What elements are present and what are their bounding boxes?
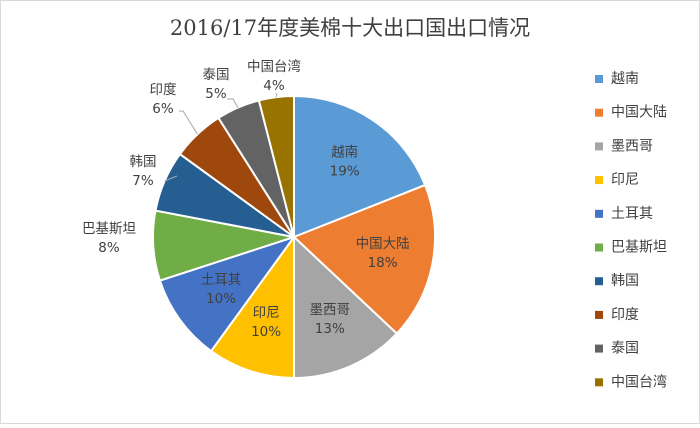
- legend-swatch-4: [595, 209, 603, 218]
- legend-label-8: 泰国: [611, 341, 639, 357]
- legend-label-2: 墨西哥: [611, 138, 653, 154]
- legend-label-1: 中国大陆: [611, 105, 667, 121]
- slice-value-label-3: 10%: [251, 324, 281, 340]
- slice-value-label-9: 4%: [263, 78, 285, 94]
- pie-slice-3: [209, 233, 295, 380]
- pie-slice-1: [292, 183, 436, 335]
- legend-swatch-0: [595, 75, 603, 83]
- legend-label-5: 巴基斯坦: [611, 239, 667, 256]
- slice-value-label-1: 18%: [368, 255, 398, 271]
- slice-value-label-0: 19%: [330, 163, 360, 179]
- leader-line-7: [179, 110, 198, 135]
- legend-swatch-1: [595, 108, 603, 117]
- legend-label-0: 越南: [611, 71, 639, 87]
- legend-swatch-6: [595, 277, 603, 286]
- slice-label-2: 墨西哥: [310, 302, 351, 318]
- slice-value-label-5: 8%: [98, 240, 120, 256]
- slice-value-label-2: 13%: [315, 321, 345, 337]
- legend-label-6: 韩国: [611, 273, 639, 289]
- legend-swatch-7: [595, 310, 603, 319]
- slice-value-label-6: 7%: [132, 173, 154, 189]
- leader-line-9: [275, 92, 278, 98]
- legend-swatch-5: [595, 243, 603, 252]
- pie-slice-9: [257, 94, 295, 238]
- slice-value-label-4: 10%: [206, 291, 236, 307]
- slice-label-3: 印尼: [253, 305, 280, 321]
- slice-label-1: 中国大陆: [356, 236, 410, 252]
- pie-slice-4: [158, 235, 297, 353]
- pie-slice-0: [293, 94, 427, 239]
- slice-label-6: 韩国: [130, 154, 157, 170]
- slice-label-8: 泰国: [203, 67, 230, 83]
- leader-line-6: [164, 175, 178, 182]
- leader-line-8: [227, 98, 239, 108]
- legend-label-3: 印尼: [611, 172, 639, 188]
- slice-label-0: 越南: [331, 144, 358, 160]
- slice-label-5: 巴基斯坦: [82, 220, 136, 237]
- slice-label-7: 印度: [150, 82, 177, 98]
- slice-label-9: 中国台湾: [247, 58, 301, 75]
- chart-title: 2016/17年度美棉十大出口国出口情况: [170, 16, 530, 40]
- legend-swatch-8: [595, 344, 603, 353]
- legend-label-4: 土耳其: [611, 206, 653, 222]
- slice-label-4: 土耳其: [201, 272, 242, 288]
- legend-swatch-3: [595, 176, 603, 185]
- legend-label-7: 印度: [611, 307, 639, 323]
- legend-swatch-9: [595, 378, 603, 387]
- pie-slice-2: [293, 234, 399, 380]
- legend-swatch-2: [595, 142, 603, 151]
- legend-label-9: 中国台湾: [611, 373, 667, 390]
- slice-value-label-8: 5%: [205, 86, 227, 102]
- slice-value-label-7: 6%: [152, 101, 174, 117]
